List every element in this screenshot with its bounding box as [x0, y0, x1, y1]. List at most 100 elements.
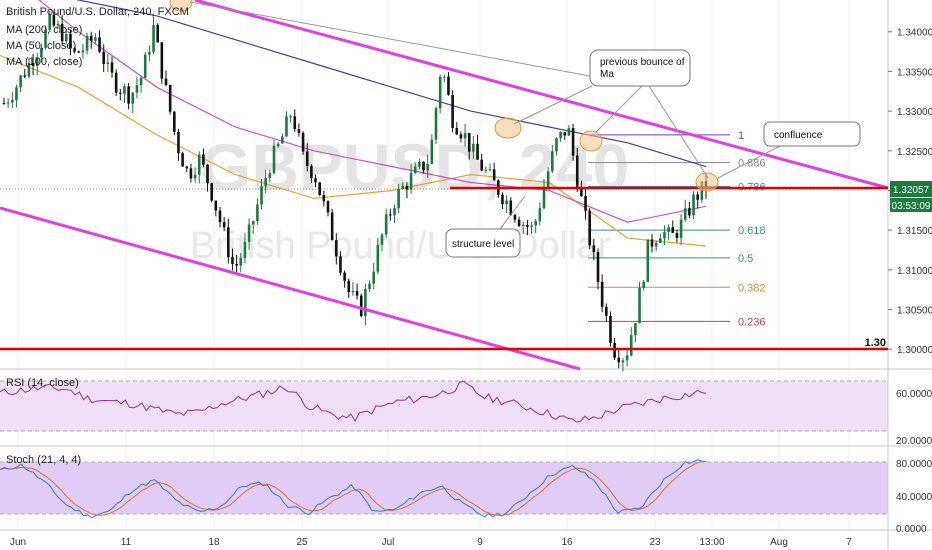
- stoch-label[interactable]: Stoch (21, 4, 4): [6, 454, 81, 466]
- candle-body: [459, 134, 463, 139]
- candle-body: [6, 102, 10, 104]
- candle-body: [596, 252, 600, 282]
- watermark: GBPUSD, 240 British Pound/U.S. Dollar: [190, 130, 629, 267]
- candle-body: [260, 186, 263, 205]
- candle-body: [372, 271, 375, 284]
- candle-body: [380, 234, 384, 245]
- candle-body: [264, 178, 267, 187]
- time-tick-label: 18: [208, 537, 220, 548]
- candle-body: [31, 62, 35, 66]
- note-structure-text: structure level: [452, 239, 514, 250]
- candle-body: [650, 239, 654, 247]
- candle-body: [343, 272, 346, 281]
- bounce-ellipse-3[interactable]: [579, 130, 603, 152]
- channel-upper-line[interactable]: [194, 0, 889, 190]
- time-tick-label: 7: [846, 537, 852, 548]
- candle-body: [48, 14, 51, 30]
- vertical-gridlines: [17, 0, 850, 530]
- candle-body: [546, 171, 550, 187]
- candle-body: [513, 215, 517, 220]
- note-bounce[interactable]: previous bounce of Ma: [589, 49, 691, 87]
- moving-averages: [0, 0, 707, 247]
- countdown-text: 03:53:09: [892, 201, 931, 212]
- candle-body: [488, 169, 492, 171]
- candle-body: [413, 166, 417, 174]
- watermark-name: British Pound/U.S. Dollar: [190, 225, 611, 267]
- candle-body: [447, 76, 450, 95]
- candles: [2, 10, 708, 372]
- candle-body: [393, 208, 396, 216]
- fib-level-label: 1: [738, 130, 744, 142]
- price-tick-label: 1.31500: [897, 226, 932, 237]
- candle-body: [81, 50, 85, 53]
- candle-body: [351, 291, 355, 293]
- candle-body: [434, 108, 438, 140]
- candle-body: [542, 186, 546, 209]
- candle-body: [555, 138, 558, 152]
- candle-body: [202, 154, 205, 165]
- price-tick-label: 1.34000: [897, 28, 932, 39]
- channel-lower-line[interactable]: [0, 206, 581, 371]
- candle-body: [426, 163, 429, 171]
- candle-body: [629, 335, 633, 356]
- candle-body: [463, 133, 467, 139]
- candle-body: [94, 37, 97, 41]
- candle-body: [667, 227, 670, 232]
- candle-body: [347, 280, 351, 293]
- stoch-tick-80: 80.0000: [896, 459, 932, 470]
- time-tick-label: 25: [296, 537, 308, 548]
- candle-body: [23, 75, 27, 77]
- ma200-label[interactable]: MA (200, close): [6, 24, 82, 36]
- candle-body: [563, 131, 567, 136]
- price-tick-label: 1.30500: [897, 305, 932, 316]
- rsi-label[interactable]: RSI (14, close): [6, 377, 79, 389]
- candle-body: [69, 33, 72, 49]
- candle-body: [114, 72, 118, 93]
- candle-body: [139, 77, 143, 86]
- candle-body: [364, 289, 367, 317]
- bounce-ellipse-2[interactable]: [494, 117, 522, 139]
- time-tick-label: Jul: [382, 537, 395, 548]
- candle-body: [189, 168, 193, 179]
- candle-body: [227, 227, 230, 258]
- candle-body: [621, 360, 625, 363]
- stoch-d-line: [0, 460, 707, 517]
- confluence-ellipse[interactable]: [695, 172, 719, 192]
- candle-body: [77, 51, 81, 53]
- candle-body: [98, 37, 101, 52]
- candle-body: [289, 116, 292, 118]
- fib-level-label: 0.382: [738, 282, 766, 294]
- candle-body: [197, 154, 201, 175]
- candle-body: [397, 188, 400, 209]
- ma100-label[interactable]: MA (100, close): [6, 56, 82, 68]
- candle-body: [530, 225, 533, 227]
- fib-level-label: 0.5: [738, 253, 753, 265]
- candle-body: [85, 35, 89, 51]
- candle-body: [251, 221, 255, 225]
- symbol-line[interactable]: British Pound/U.S. Dollar, 240, FXCM: [6, 6, 189, 18]
- candle-body: [671, 227, 675, 233]
- candle-body: [27, 62, 31, 77]
- candle-body: [405, 185, 409, 190]
- candle-body: [679, 219, 683, 238]
- candle-body: [285, 116, 288, 137]
- candle-body: [588, 210, 591, 246]
- time-axis[interactable]: Jun 11 18 25 Jul 9 16 23 13:00 Aug 7: [10, 537, 852, 548]
- candle-body: [609, 315, 612, 343]
- candle-body: [168, 85, 172, 112]
- candle-body: [688, 208, 691, 216]
- candle-body: [359, 295, 363, 317]
- note-structure[interactable]: structure level: [445, 228, 521, 258]
- level-130-label: 1.30: [865, 337, 886, 349]
- candle-body: [239, 257, 243, 266]
- candle-body: [526, 224, 529, 227]
- note-confluence[interactable]: confluence: [763, 121, 861, 147]
- candle-body: [73, 48, 76, 52]
- candle-body: [65, 33, 68, 42]
- candle-body: [505, 200, 508, 205]
- ma50-label[interactable]: MA (50, close): [6, 40, 76, 52]
- candle-body: [675, 232, 679, 238]
- candle-body: [430, 139, 434, 164]
